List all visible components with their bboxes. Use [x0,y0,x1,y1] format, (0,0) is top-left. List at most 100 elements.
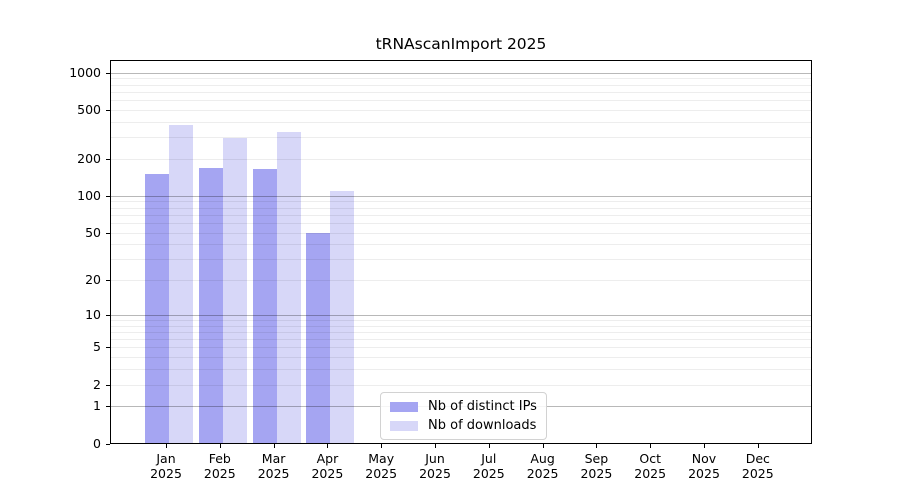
x-tick-may [381,444,383,448]
y-tick-label-10: 10 [85,306,101,322]
legend-swatch-distinct-ips [390,401,418,412]
legend: Nb of distinct IPs Nb of downloads [380,392,547,440]
x-tick-label-line: May [368,450,395,466]
x-tick-label-jan: Jan 2025 [134,451,198,482]
y-tick-label-500: 500 [77,101,101,117]
y-tick-label-50: 50 [85,224,101,240]
gridline-minor-70 [111,214,811,216]
x-tick-mar [273,444,275,448]
legend-swatch-downloads [390,420,418,431]
x-tick-label-apr: Apr 2025 [295,451,359,482]
y-tick-0 [106,443,110,445]
x-tick-label-line: 2025 [419,466,451,481]
gridline-minor-80 [111,207,811,209]
legend-item-distinct-ips: Nb of distinct IPs [390,399,537,414]
gridline-minor-300 [111,137,811,139]
x-tick-label-line: Feb [208,450,231,466]
gridline-minor-50 [111,232,811,234]
gridline-minor-8 [111,325,811,327]
x-tick-label-line: 2025 [203,466,236,481]
x-tick-label-line: 2025 [472,466,505,481]
gridline-minor-2 [111,384,811,386]
gridline-minor-40 [111,244,811,246]
x-tick-feb [219,444,221,448]
y-tick-50 [106,232,110,234]
y-tick-label-200: 200 [77,150,101,166]
gridline-minor-90 [111,201,811,203]
legend-item-downloads: Nb of downloads [390,418,537,433]
y-tick-label-1: 1 [93,398,101,414]
x-tick-oct [650,444,652,448]
x-tick-label-feb: Feb 2025 [188,451,252,482]
gridline-minor-30 [111,259,811,261]
x-tick-label-jul: Jul 2025 [457,451,521,482]
y-tick-label-5: 5 [93,339,101,355]
x-tick-label-line: 2025 [741,466,774,481]
x-tick-label-line: Oct [639,450,661,466]
x-tick-label-line: 2025 [688,466,720,481]
y-tick-10 [106,314,110,316]
gridline-minor-4 [111,357,811,359]
x-tick-label-line: Nov [691,450,717,466]
x-tick-label-jun: Jun 2025 [403,451,467,482]
bar-distinct-ips-feb [198,167,223,443]
gridline-minor-400 [111,121,811,123]
gridline-minor-60 [111,222,811,224]
y-tick-200 [106,158,110,160]
gridline-minor-800 [111,84,811,86]
gridline-minor-5 [111,347,811,349]
gridline-minor-600 [111,100,811,102]
bar-distinct-ips-jan [145,174,169,443]
x-tick-label-dec: Dec 2025 [726,451,790,482]
gridline-major-100 [111,195,811,197]
x-tick-label-line: 2025 [150,466,182,481]
x-tick-label-may: May 2025 [349,451,413,482]
bar-distinct-ips-apr [306,232,331,443]
y-tick-100 [106,195,110,197]
x-tick-label-line: 2025 [311,466,344,481]
gridline-minor-9 [111,319,811,321]
gridline-minor-3 [111,369,811,371]
x-tick-label-line: 2025 [257,466,290,481]
gridline-minor-6 [111,339,811,341]
gridline-minor-20 [111,280,811,282]
y-tick-5 [106,347,110,349]
y-tick-label-0: 0 [93,435,101,451]
bar-downloads-feb [222,138,247,443]
x-tick-label-line: 2025 [580,466,613,481]
y-tick-500 [106,109,110,111]
x-tick-nov [704,444,705,448]
x-tick-label-line: Jan [156,450,176,466]
y-tick-2 [106,384,110,386]
gridline-major-10 [111,314,811,316]
x-tick-label-mar: Mar 2025 [242,451,306,482]
gridline-minor-500 [111,109,811,111]
x-tick-label-oct: Oct 2025 [618,451,682,482]
x-tick-sep [596,444,598,448]
y-tick-label-1000: 1000 [69,64,101,80]
gridline-minor-900 [111,78,811,80]
gridline-major-1000 [111,72,811,74]
y-tick-20 [106,280,110,282]
gridline-minor-700 [111,91,811,93]
legend-label-distinct-ips: Nb of distinct IPs [428,399,537,414]
x-tick-label-line: Jul [481,450,497,466]
y-tick-1000 [106,72,110,74]
x-tick-label-line: Apr [316,450,339,466]
bar-downloads-mar [276,132,301,443]
x-tick-dec [757,444,759,448]
x-tick-label-line: 2025 [365,466,398,481]
x-tick-label-line: Dec [745,450,770,466]
x-tick-label-sep: Sep 2025 [564,451,628,482]
x-tick-jun [435,444,436,448]
x-tick-label-line: 2025 [634,466,667,481]
x-tick-jul [488,444,490,448]
y-tick-label-100: 100 [77,187,101,203]
gridline-minor-7 [111,331,811,333]
y-tick-1 [106,406,110,408]
x-tick-aug [542,444,544,448]
x-tick-jan [166,444,167,448]
x-tick-label-line: Sep [584,450,609,466]
bar-distinct-ips-mar [252,169,277,443]
